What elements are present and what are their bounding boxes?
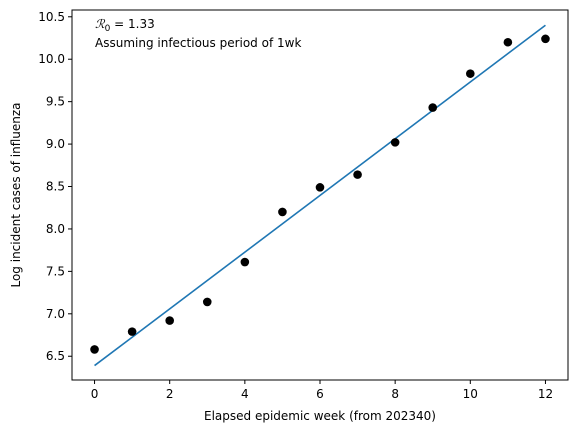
y-axis-label: Log incident cases of influenza [9,102,23,287]
infectious-period-annotation: Assuming infectious period of 1wk [95,36,301,50]
data-point [315,183,325,192]
x-tick-label: 4 [241,387,249,401]
data-point [541,34,550,44]
x-axis-ticks: 0 2 4 6 8 10 12 [91,380,553,401]
data-point [90,345,99,354]
data-point [390,138,400,147]
r0-value: = 1.33 [110,17,154,31]
data-point [278,207,287,217]
data-point [428,103,438,112]
data-point [240,257,250,267]
data-point [127,327,137,336]
y-axis-ticks: 6.5 7.0 7.5 8.0 8.5 9.0 9.5 10.0 10.5 [38,10,72,363]
fit-line [94,24,546,367]
x-tick-label: 10 [463,387,478,401]
r0-annotation: ℛ0 = 1.33 [95,17,155,34]
x-tick-label: 0 [91,387,99,401]
y-tick-label: 9.0 [46,137,65,151]
data-point [466,69,475,78]
data-point [353,170,362,179]
r0-symbol: ℛ [95,17,106,31]
y-tick-label: 9.5 [46,95,65,109]
y-tick-label: 8.0 [46,222,65,236]
y-tick-label: 7.5 [46,264,65,278]
x-tick-label: 2 [166,387,174,401]
y-tick-label: 10.5 [38,10,65,24]
x-tick-label: 6 [316,387,324,401]
plot-layer [90,24,550,367]
y-tick-label: 7.0 [46,307,65,321]
x-axis-label: Elapsed epidemic week (from 202340) [204,409,436,423]
x-tick-label: 8 [391,387,399,401]
y-tick-label: 10.0 [38,52,65,66]
y-tick-label: 8.5 [46,180,65,194]
data-point [165,316,174,325]
data-point [202,297,212,307]
y-tick-label: 6.5 [46,349,65,363]
x-tick-label: 12 [538,387,553,401]
data-point [503,37,513,47]
r0-subscript: 0 [105,24,111,34]
